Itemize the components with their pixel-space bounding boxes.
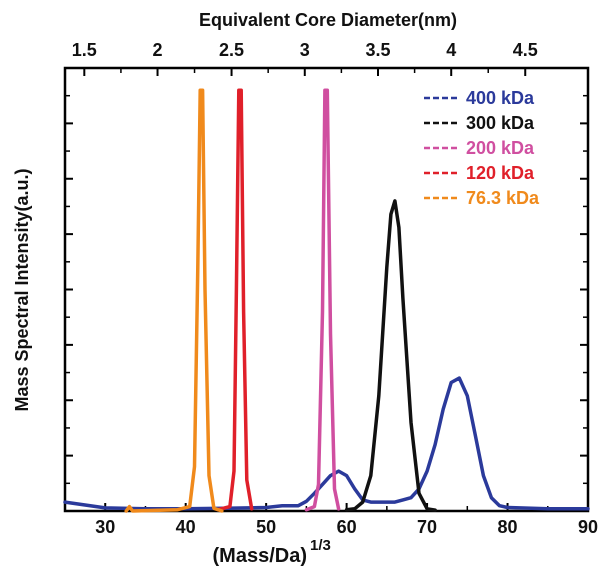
x-tick-label: 60 [337, 517, 357, 537]
x-tick-label: 40 [176, 517, 196, 537]
series-line [63, 376, 590, 511]
x-axis-label-superscript: 1/3 [310, 537, 331, 554]
top-axis-title: Equivalent Core Diameter(nm) [199, 10, 457, 30]
top-tick-label: 4.5 [513, 40, 538, 60]
series-line [124, 88, 224, 513]
top-tick-label: 4 [446, 40, 456, 60]
series-line [304, 88, 341, 512]
top-tick-label: 3.5 [365, 40, 390, 60]
top-tick-label: 3 [300, 40, 310, 60]
y-axis-label: Mass Spectral Intensity(a.u.) [12, 168, 32, 411]
x-tick-label: 90 [578, 517, 598, 537]
top-tick-label: 1.5 [72, 40, 97, 60]
legend-label: 300 kDa [466, 113, 535, 133]
x-tick-label: 80 [498, 517, 518, 537]
legend-label: 200 kDa [466, 138, 535, 158]
top-tick-label: 2.5 [219, 40, 244, 60]
x-tick-label: 30 [95, 517, 115, 537]
legend-label: 76.3 kDa [466, 188, 540, 208]
x-tick-label: 70 [417, 517, 437, 537]
legend-label: 400 kDa [466, 88, 535, 108]
x-axis-label: (Mass/Da) [213, 545, 307, 567]
x-tick-label: 50 [256, 517, 276, 537]
legend-label: 120 kDa [466, 163, 535, 183]
series-line [344, 199, 437, 512]
top-tick-label: 2 [153, 40, 163, 60]
series-line [216, 88, 254, 512]
